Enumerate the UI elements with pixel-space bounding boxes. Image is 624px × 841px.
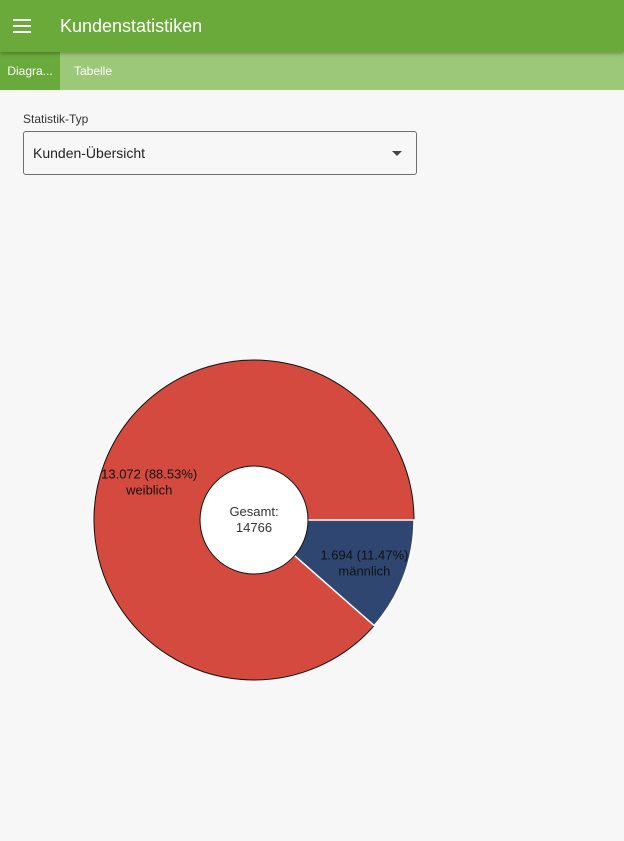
tab-diagramm[interactable]: Diagra... <box>0 52 60 90</box>
tab-tabelle[interactable]: Tabelle <box>73 64 113 78</box>
donut-hole <box>199 465 309 575</box>
slice-name-label: männlich <box>338 564 390 579</box>
menu-button[interactable] <box>2 6 42 46</box>
dropdown-arrow-icon <box>392 150 402 156</box>
statistik-typ-value: Kunden-Übersicht <box>33 145 146 161</box>
slice-value-label: 1.694 (11.47%) <box>320 548 408 563</box>
slice-value-label: 13.072 (88.53%) <box>101 467 197 482</box>
statistik-typ-select[interactable]: Kunden-Übersicht <box>23 131 417 175</box>
center-total: 14766 <box>236 520 272 535</box>
app-title: Kundenstatistiken <box>60 15 203 36</box>
hamburger-menu-icon <box>13 19 31 33</box>
customer-donut-chart: Gesamt: 14766 13.072 (88.53%)weiblich 1.6… <box>93 359 415 681</box>
center-label: Gesamt: <box>229 504 278 519</box>
tab-bar: Diagra... Tabelle <box>0 52 624 90</box>
slice-name-label: weiblich <box>125 483 172 498</box>
app-bar: Kundenstatistiken <box>0 0 624 52</box>
statistik-typ-label: Statistik-Typ <box>23 112 89 126</box>
